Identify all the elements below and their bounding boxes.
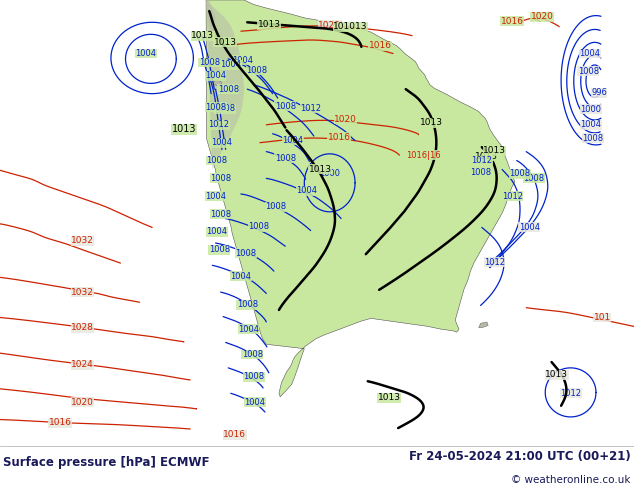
Text: 1016: 1016: [328, 133, 351, 142]
Text: 1008: 1008: [509, 170, 531, 178]
Text: 1004: 1004: [206, 227, 228, 236]
Text: 1013: 1013: [378, 393, 401, 402]
Text: 1008: 1008: [523, 174, 545, 183]
Text: 1032: 1032: [71, 236, 94, 245]
Text: 1004: 1004: [519, 223, 540, 232]
Text: 1013: 1013: [545, 370, 568, 379]
Text: 1000: 1000: [319, 170, 340, 178]
Text: 1004: 1004: [282, 136, 304, 145]
Text: 1008: 1008: [205, 102, 226, 112]
Polygon shape: [206, 0, 216, 36]
Text: 1008: 1008: [209, 245, 230, 254]
Text: 1008: 1008: [214, 104, 236, 113]
Text: 101013: 101013: [333, 22, 368, 31]
Text: 1004: 1004: [211, 138, 233, 147]
Text: 1016: 1016: [369, 42, 392, 50]
Text: 1008: 1008: [236, 300, 258, 310]
Text: 1028: 1028: [71, 323, 94, 332]
Text: 1016: 1016: [223, 430, 246, 439]
Text: 1024: 1024: [71, 360, 94, 369]
Text: 1012: 1012: [501, 192, 523, 201]
Text: 1013: 1013: [483, 146, 506, 155]
Text: 1004: 1004: [244, 398, 266, 407]
Polygon shape: [206, 0, 515, 397]
Text: 1004: 1004: [205, 192, 226, 201]
Text: 1004: 1004: [220, 60, 242, 69]
Text: 1013: 1013: [191, 31, 214, 40]
Text: 1016|16: 1016|16: [406, 150, 441, 160]
Text: 1004: 1004: [580, 121, 602, 129]
Text: 1013: 1013: [309, 165, 332, 174]
Text: 1008: 1008: [206, 156, 228, 165]
Text: © weatheronline.co.uk: © weatheronline.co.uk: [512, 475, 631, 485]
Text: 1013: 1013: [214, 38, 236, 47]
Text: 1016: 1016: [49, 418, 72, 427]
Text: 1008: 1008: [578, 67, 599, 76]
Text: 1008: 1008: [582, 134, 604, 143]
Text: 1008: 1008: [210, 210, 231, 219]
Text: 1012: 1012: [560, 389, 581, 398]
Text: 1008: 1008: [470, 168, 491, 176]
Text: 1016: 1016: [501, 17, 524, 26]
Text: 1013: 1013: [172, 124, 196, 134]
Text: 1008: 1008: [198, 58, 220, 67]
Polygon shape: [206, 0, 244, 170]
Text: 1012: 1012: [471, 156, 493, 165]
Text: 1012: 1012: [300, 104, 321, 113]
Text: 101: 101: [593, 313, 611, 322]
Text: 1004: 1004: [135, 49, 157, 58]
Text: 996: 996: [591, 88, 607, 97]
Text: 1008: 1008: [243, 372, 264, 381]
Text: 1020: 1020: [318, 21, 341, 30]
Text: 1008: 1008: [235, 249, 257, 258]
Text: Surface pressure [hPa] ECMWF: Surface pressure [hPa] ECMWF: [3, 456, 210, 469]
Text: 1013: 1013: [476, 151, 498, 161]
Text: 1008: 1008: [210, 174, 231, 183]
Text: 1008: 1008: [242, 350, 263, 359]
Text: 1004: 1004: [238, 324, 259, 334]
Text: 1013: 1013: [258, 21, 281, 29]
Text: 1008: 1008: [246, 66, 268, 75]
Text: 1008: 1008: [275, 101, 296, 111]
Text: 1008: 1008: [275, 154, 296, 163]
Text: 1004: 1004: [579, 49, 600, 58]
Text: 1012: 1012: [208, 121, 230, 129]
Text: 1004: 1004: [296, 186, 318, 196]
Text: Fr 24-05-2024 21:00 UTC (00+21): Fr 24-05-2024 21:00 UTC (00+21): [409, 450, 631, 464]
Polygon shape: [212, 80, 222, 86]
Polygon shape: [479, 322, 488, 328]
Text: 1032: 1032: [71, 288, 94, 296]
Text: 1008: 1008: [248, 222, 269, 231]
Text: 1020: 1020: [531, 12, 553, 22]
Text: 1004: 1004: [231, 56, 253, 65]
Text: 1012: 1012: [484, 258, 505, 267]
Text: 1013: 1013: [420, 118, 443, 127]
Text: 1008: 1008: [217, 85, 239, 94]
Text: 1004: 1004: [230, 271, 252, 280]
Text: 1000: 1000: [580, 105, 602, 114]
Text: 1004: 1004: [205, 72, 226, 80]
Text: 1020: 1020: [71, 398, 94, 407]
Text: 1008: 1008: [265, 202, 287, 211]
Text: 1020: 1020: [334, 115, 357, 124]
